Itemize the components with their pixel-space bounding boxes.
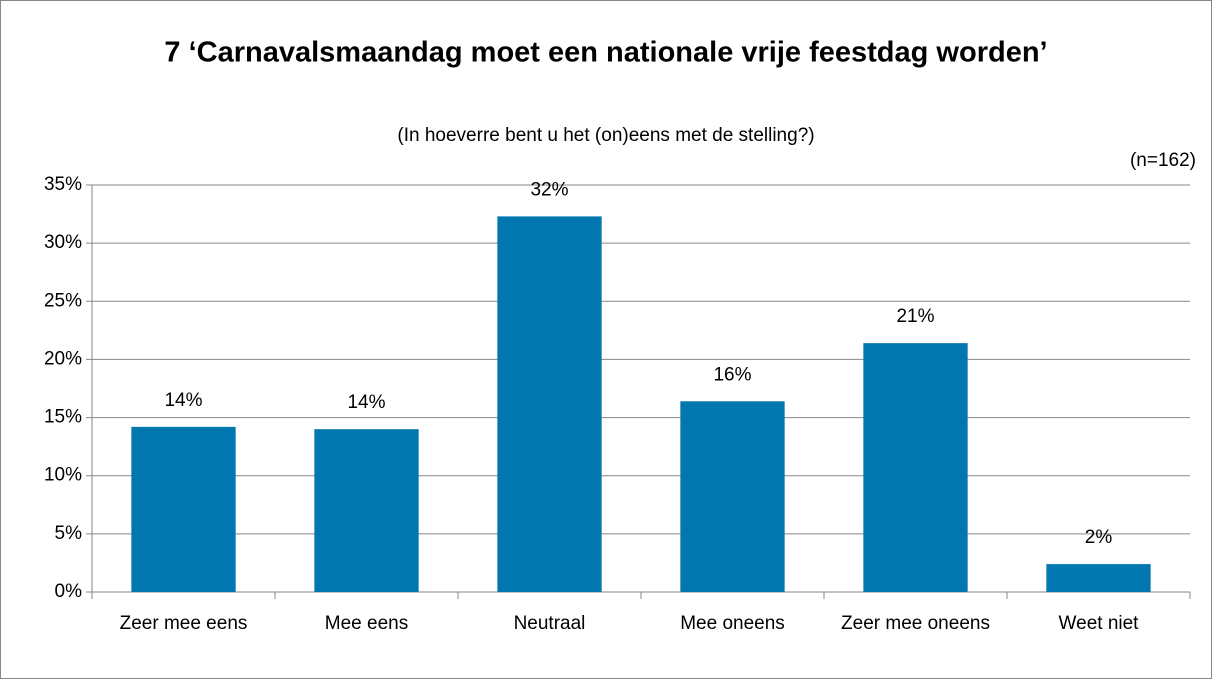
y-tick-label: 15% <box>44 407 82 428</box>
bar <box>680 401 785 592</box>
y-tick-label: 30% <box>44 232 82 253</box>
x-tick-label: Neutraal <box>514 613 586 634</box>
chart-title: 7 ‘Carnavalsmaandag moet een nationale v… <box>164 37 1047 69</box>
y-tick-label: 35% <box>44 174 82 195</box>
value-label: 14% <box>164 390 202 411</box>
annotation: (n=162) <box>1130 150 1196 171</box>
value-label: 16% <box>713 364 751 385</box>
y-tick-label: 5% <box>55 523 83 544</box>
value-label: 2% <box>1085 527 1113 548</box>
y-tick-label: 10% <box>44 465 82 486</box>
bar <box>863 343 968 592</box>
value-label: 21% <box>896 306 934 327</box>
y-tick-label: 25% <box>44 290 82 311</box>
x-tick-label: Weet niet <box>1059 613 1140 634</box>
bar <box>131 426 236 592</box>
chart-subtitle: (In hoeverre bent u het (on)eens met de … <box>397 125 814 146</box>
bar <box>314 429 419 592</box>
bar <box>497 216 602 592</box>
x-tick-label: Zeer mee eens <box>120 613 248 634</box>
x-tick-label: Mee eens <box>325 613 408 634</box>
x-tick-label: Zeer mee oneens <box>841 613 990 634</box>
y-tick-label: 20% <box>44 348 82 369</box>
value-label: 32% <box>530 179 568 200</box>
value-label: 14% <box>347 392 385 413</box>
y-tick-label: 0% <box>55 581 83 602</box>
x-tick-label: Mee oneens <box>680 613 785 634</box>
bar <box>1046 564 1151 592</box>
